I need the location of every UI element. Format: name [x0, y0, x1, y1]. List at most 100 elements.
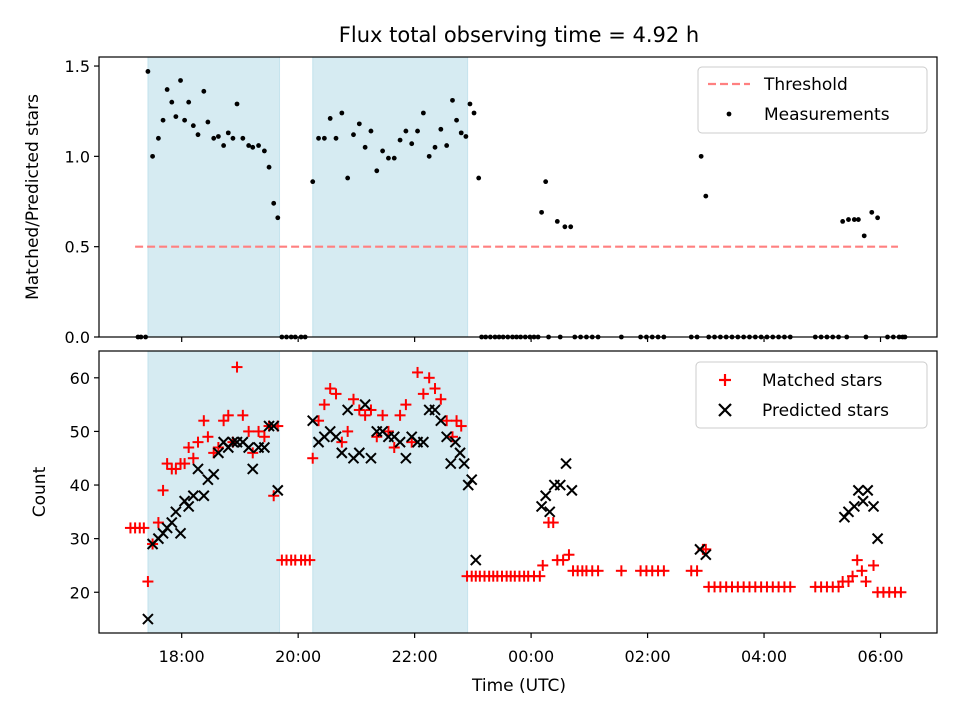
predicted-star-point [458, 457, 470, 470]
bottom-legend: Matched stars Predicted stars [695, 361, 928, 429]
predicted-star-point [247, 463, 259, 475]
bottom-x-tick-label: 00:00 [508, 647, 554, 666]
bottom-x-tick-label: 22:00 [392, 647, 438, 666]
measurement-point [539, 209, 544, 215]
measurement-point [861, 233, 867, 239]
matched-star-point [537, 559, 549, 571]
top-y-axis-label: Matched/Predicted stars [23, 94, 43, 300]
matched-star-point [856, 565, 868, 577]
bottom-x-tick-label: 02:00 [625, 647, 671, 666]
measurement-point [240, 135, 246, 141]
predicted-star-point [182, 500, 195, 513]
measurement-point [851, 217, 857, 222]
top-legend-box [697, 66, 928, 134]
bottom-x-tick-label: 06:00 [857, 647, 903, 666]
bottom-shaded-intervals [147, 350, 469, 634]
measurement-point [467, 101, 473, 107]
bottom-legend-box [695, 361, 928, 429]
matched-star-point [318, 399, 330, 411]
bottom-y-tick-label: 30 [70, 530, 90, 549]
measurement-point [275, 215, 281, 221]
predicted-star-point [554, 479, 566, 491]
measurement-point [471, 110, 477, 116]
predicted-star-point [365, 452, 377, 464]
measurement-point [438, 126, 444, 132]
predicted-star-point [566, 484, 578, 497]
top-shaded-interval-1 [312, 56, 469, 338]
measurement-point [554, 218, 560, 224]
predicted-star-point [465, 473, 478, 486]
predicted-star-point [187, 490, 200, 502]
bottom-shaded-interval-1 [312, 350, 469, 634]
bottom-y-axis-label: Count [30, 466, 50, 517]
measurement-point [221, 143, 227, 148]
measurement-point [266, 164, 272, 170]
bottom-x-tick-label: 04:00 [741, 647, 787, 666]
predicted-star-point [192, 463, 204, 475]
matched-star-point [347, 393, 359, 405]
matched-star-point [394, 409, 406, 421]
matched-star-point [847, 570, 859, 582]
predicted-star-point [258, 441, 271, 454]
bottom-y-tick-label: 40 [70, 476, 90, 495]
predicted-star-point [394, 436, 406, 448]
matched-star-point [691, 565, 703, 577]
top-panel: 0.0 0.5 1.0 1.5 Matched/Predicted stars Thr… [23, 56, 938, 347]
matched-star-point [258, 431, 270, 443]
matched-star-point [304, 554, 316, 566]
predicted-star-point [198, 490, 210, 502]
matched-star-point [202, 431, 214, 443]
predicted-star-point [857, 495, 869, 507]
matched-star-point [365, 404, 377, 416]
measurement-point [256, 143, 261, 148]
measurement-point [164, 87, 170, 92]
predicted-star-point [353, 447, 366, 459]
predicted-star-point [544, 506, 556, 518]
predicted-star-point [454, 447, 466, 459]
measurement-point [454, 117, 459, 123]
matched-star-point [547, 517, 559, 529]
matched-star-point [359, 409, 371, 421]
measurement-point [420, 110, 426, 116]
top-y-tick-label: 1.0 [65, 147, 90, 166]
matched-star-point [179, 458, 191, 470]
bottom-x-tick-label: 20:00 [275, 647, 321, 666]
matched-star-point [406, 436, 418, 448]
top-axes-frame [98, 56, 938, 338]
matched-star-point [342, 425, 354, 437]
measurement-point [160, 117, 166, 123]
bottom-panel: 20 30 40 50 60 18:00 20:00 22:00 00:00 02:00 04:0… [30, 350, 938, 696]
measurement-point [178, 78, 183, 83]
predicted-star-point [462, 479, 474, 491]
measurement-point [458, 130, 464, 136]
matched-star-point [138, 522, 150, 534]
matched-star-point [152, 517, 164, 529]
predicted-star-point [330, 431, 342, 443]
measurement-point [703, 193, 709, 199]
predicted-star-point [429, 404, 441, 416]
matched-star-point [388, 442, 400, 454]
measurement-point [145, 69, 151, 74]
matched-star-point [429, 383, 441, 395]
matched-star-point [455, 420, 467, 432]
top-legend: Threshold Measurements [697, 66, 928, 134]
matched-star-point [851, 554, 863, 566]
matched-star-point [412, 366, 424, 378]
measurement-point [698, 153, 704, 159]
legend-matched-swatch [719, 374, 731, 386]
matched-star-point [253, 425, 265, 437]
matched-star-point [441, 415, 453, 427]
measurement-point [855, 217, 861, 222]
bottom-y-tick-label: 20 [70, 583, 90, 602]
matched-star-point [313, 415, 325, 427]
measurement-point [869, 209, 875, 215]
predicted-star-point [852, 484, 865, 497]
bottom-x-tick-label: 18:00 [159, 647, 205, 666]
bottom-y-ticks: 20 30 40 50 60 [70, 369, 99, 602]
predicted-star-point [867, 500, 880, 513]
matched-star-point [336, 436, 348, 448]
measurement-point [321, 135, 327, 141]
predicted-star-point [871, 532, 884, 545]
measurement-point [182, 117, 188, 123]
